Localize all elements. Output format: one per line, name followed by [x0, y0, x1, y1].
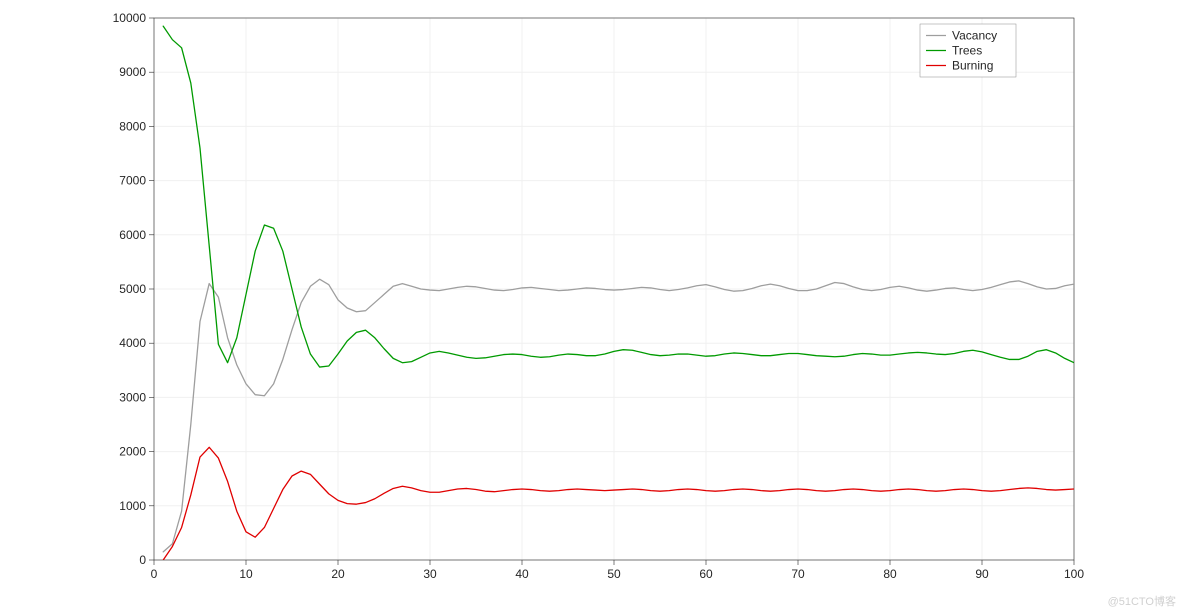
x-tick-label: 0 [151, 567, 158, 581]
x-tick-label: 80 [883, 567, 897, 581]
chart-container: 0102030405060708090100010002000300040005… [0, 0, 1184, 611]
x-tick-label: 60 [699, 567, 713, 581]
legend-label: Vacancy [952, 29, 997, 43]
y-tick-label: 0 [139, 553, 146, 567]
y-tick-label: 3000 [119, 390, 146, 404]
x-tick-label: 10 [239, 567, 253, 581]
y-tick-label: 1000 [119, 499, 146, 513]
x-tick-label: 40 [515, 567, 529, 581]
y-tick-label: 5000 [119, 282, 146, 296]
legend-label: Trees [952, 44, 982, 58]
x-tick-label: 50 [607, 567, 621, 581]
legend-label: Burning [952, 59, 993, 73]
y-tick-label: 7000 [119, 174, 146, 188]
x-tick-label: 100 [1064, 567, 1084, 581]
x-tick-label: 70 [791, 567, 805, 581]
y-tick-label: 6000 [119, 228, 146, 242]
x-tick-label: 20 [331, 567, 345, 581]
y-tick-label: 9000 [119, 65, 146, 79]
y-tick-label: 10000 [113, 11, 147, 25]
watermark: @51CTO博客 [1108, 593, 1176, 609]
y-tick-label: 2000 [119, 445, 146, 459]
y-tick-label: 4000 [119, 336, 146, 350]
chart-bg [0, 0, 1184, 611]
x-tick-label: 90 [975, 567, 989, 581]
x-tick-label: 30 [423, 567, 437, 581]
legend: VacancyTreesBurning [920, 24, 1016, 77]
line-chart: 0102030405060708090100010002000300040005… [0, 0, 1184, 611]
y-tick-label: 8000 [119, 119, 146, 133]
